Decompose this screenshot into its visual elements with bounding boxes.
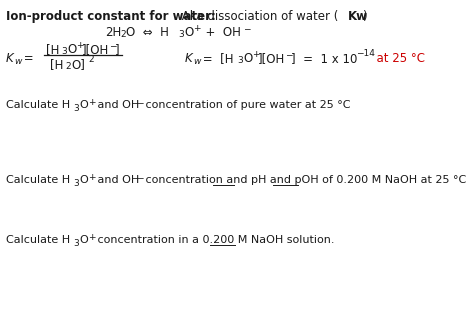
Text: 2: 2 <box>65 62 71 71</box>
Text: 3: 3 <box>73 239 79 248</box>
Text: +: + <box>252 50 259 59</box>
Text: Ion-product constant for water:: Ion-product constant for water: <box>6 10 216 23</box>
Text: +: + <box>76 41 83 50</box>
Text: [H: [H <box>46 43 59 56</box>
Text: −14: −14 <box>356 49 375 58</box>
Text: =: = <box>20 52 34 65</box>
Text: +: + <box>193 24 201 33</box>
Text: Kw: Kw <box>348 10 368 23</box>
Text: −: − <box>136 173 144 182</box>
Text: 2: 2 <box>120 30 126 39</box>
Text: ][OH: ][OH <box>82 43 109 56</box>
Text: K: K <box>185 52 193 65</box>
Text: 3: 3 <box>61 47 67 56</box>
Text: [H: [H <box>50 58 64 71</box>
Text: O: O <box>184 26 193 39</box>
Text: =  [H: = [H <box>199 52 234 65</box>
Text: Aka dissociation of water (: Aka dissociation of water ( <box>178 10 338 23</box>
Text: O]: O] <box>71 58 85 71</box>
Text: +: + <box>88 233 95 242</box>
Text: and OH: and OH <box>94 175 139 185</box>
Text: Calculate H: Calculate H <box>6 175 70 185</box>
Text: O: O <box>243 52 252 65</box>
Text: concentration in a 0.200 M NaOH solution.: concentration in a 0.200 M NaOH solution… <box>94 235 335 245</box>
Text: −: − <box>243 24 250 33</box>
Text: 3: 3 <box>237 56 243 65</box>
Text: Calculate H: Calculate H <box>6 235 70 245</box>
Text: O  ⇔  H: O ⇔ H <box>126 26 169 39</box>
Text: O: O <box>79 175 88 185</box>
Text: 3: 3 <box>178 30 184 39</box>
Text: −: − <box>285 50 292 59</box>
Text: −: − <box>109 41 117 50</box>
Text: ]  =  1 x 10: ] = 1 x 10 <box>291 52 357 65</box>
Text: 3: 3 <box>73 104 79 113</box>
Text: ]: ] <box>115 43 119 56</box>
Text: w: w <box>193 57 201 66</box>
Text: 3: 3 <box>73 179 79 188</box>
Text: 2H: 2H <box>105 26 121 39</box>
Text: O: O <box>79 235 88 245</box>
Text: −: − <box>136 98 144 107</box>
Text: at 25 °C: at 25 °C <box>369 52 425 65</box>
Text: +: + <box>88 173 95 182</box>
Text: concentration and pH and pOH of 0.200 M NaOH at 25 °C: concentration and pH and pOH of 0.200 M … <box>142 175 466 185</box>
Text: 2: 2 <box>88 55 94 64</box>
Text: ][OH: ][OH <box>258 52 285 65</box>
Text: K: K <box>6 52 14 65</box>
Text: O: O <box>67 43 76 56</box>
Text: ): ) <box>362 10 366 23</box>
Text: w: w <box>14 57 21 66</box>
Text: +: + <box>88 98 95 107</box>
Text: concentration of pure water at 25 °C: concentration of pure water at 25 °C <box>142 100 350 110</box>
Text: Calculate H: Calculate H <box>6 100 70 110</box>
Text: and OH: and OH <box>94 100 139 110</box>
Text: +  OH: + OH <box>198 26 241 39</box>
Text: O: O <box>79 100 88 110</box>
